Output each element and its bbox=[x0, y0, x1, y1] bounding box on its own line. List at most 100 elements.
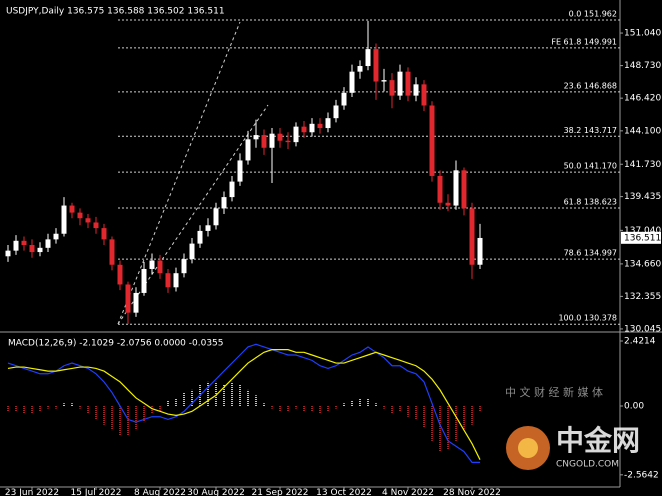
candle-body bbox=[133, 292, 139, 313]
watermark-site: CNGOLD.COM bbox=[556, 460, 619, 470]
candle-body bbox=[253, 135, 259, 140]
candle-body bbox=[469, 208, 475, 265]
watermark-brand: 中金网 bbox=[556, 424, 640, 457]
fib-label: 100.0 130.378 bbox=[558, 314, 617, 323]
candle-body bbox=[405, 71, 411, 96]
logo bbox=[518, 438, 538, 458]
fib-label: 23.6 146.868 bbox=[564, 81, 617, 90]
y-tick-label: 2.4214 bbox=[624, 337, 656, 347]
candle-body bbox=[45, 239, 51, 248]
candle-body bbox=[69, 205, 75, 213]
candle-body bbox=[117, 264, 123, 285]
fib-label: 78.6 134.997 bbox=[564, 249, 617, 258]
candle-body bbox=[13, 240, 19, 251]
candle-body bbox=[109, 239, 115, 265]
candle-body bbox=[421, 84, 427, 106]
candle-body bbox=[453, 170, 459, 206]
candle-body bbox=[317, 123, 323, 129]
candle-body bbox=[277, 133, 283, 141]
y-tick-label: 134.660 bbox=[624, 259, 661, 269]
candle-body bbox=[173, 273, 179, 288]
candle-body bbox=[373, 49, 379, 82]
x-tick-label: 28 Nov 2022 bbox=[443, 488, 501, 496]
x-tick-label: 21 Sep 2022 bbox=[251, 488, 308, 496]
candle-body bbox=[357, 66, 363, 72]
trend-line bbox=[117, 21, 241, 325]
candle-body bbox=[197, 230, 203, 244]
candle-body bbox=[293, 126, 299, 143]
candle-body bbox=[413, 84, 419, 96]
x-tick-label: 15 Jul 2022 bbox=[71, 488, 122, 496]
candle-body bbox=[237, 160, 243, 182]
candle-body bbox=[149, 260, 155, 269]
candle-body bbox=[37, 247, 43, 253]
candle-body bbox=[93, 222, 99, 229]
candle-body bbox=[389, 80, 395, 96]
x-tick-label: 4 Nov 2022 bbox=[382, 488, 434, 496]
candle-body bbox=[101, 228, 107, 240]
candle-body bbox=[85, 218, 91, 223]
y-tick-label: 144.100 bbox=[624, 126, 661, 136]
candle-body bbox=[157, 260, 163, 274]
candle-body bbox=[61, 205, 67, 234]
y-tick-label: 148.730 bbox=[624, 61, 661, 71]
candle-body bbox=[349, 71, 355, 93]
y-tick-label: 137.040 bbox=[624, 226, 661, 236]
candle-body bbox=[309, 123, 315, 133]
macd-line bbox=[7, 349, 481, 460]
fib-label: 50.0 141.170 bbox=[564, 162, 617, 171]
candle-body bbox=[477, 237, 483, 265]
watermark-slogan: 中 文 财 经 新 媒 体 bbox=[505, 385, 603, 399]
candle-body bbox=[461, 170, 467, 209]
x-tick-label: 30 Aug 2022 bbox=[187, 488, 245, 496]
candle-body bbox=[341, 92, 347, 106]
candle-body bbox=[77, 212, 83, 219]
x-tick-label: 8 Aug 2022 bbox=[134, 488, 186, 496]
candle-body bbox=[213, 208, 219, 226]
x-tick-label: 23 Jun 2022 bbox=[5, 488, 59, 496]
macd-title: MACD(12,26,9) -2.1029 -2.0756 0.0000 -0.… bbox=[8, 339, 224, 349]
y-tick-label: 146.420 bbox=[624, 94, 661, 104]
candle-body bbox=[5, 250, 11, 257]
fib-label: 38.2 143.717 bbox=[564, 126, 617, 135]
y-tick-label: 132.355 bbox=[624, 292, 661, 302]
candle-body bbox=[381, 80, 387, 82]
candle-body bbox=[301, 126, 307, 133]
fib-label: FE 61.8 149.991 bbox=[551, 37, 617, 46]
candle-body bbox=[437, 175, 443, 203]
y-tick-label: 139.435 bbox=[624, 192, 661, 202]
candle-body bbox=[261, 135, 267, 148]
candle-body bbox=[285, 140, 291, 143]
last-price-label: 136.511 bbox=[624, 233, 661, 243]
y-tick-label: 0.00 bbox=[624, 401, 644, 411]
fib-label: 61.8 138.623 bbox=[564, 198, 617, 207]
candle-body bbox=[141, 268, 147, 293]
candle-body bbox=[397, 71, 403, 96]
candle-body bbox=[229, 181, 235, 198]
y-tick-label: 151.040 bbox=[624, 29, 661, 39]
y-tick-label: -2.5642 bbox=[624, 470, 659, 480]
candle-body bbox=[205, 225, 211, 231]
candle-body bbox=[269, 133, 275, 148]
candle-body bbox=[21, 240, 27, 246]
fib-label: 0.0 151.962 bbox=[569, 10, 617, 19]
chart-title: USDJPY,Daily 136.575 136.588 136.502 136… bbox=[6, 7, 225, 17]
candle-body bbox=[365, 49, 371, 67]
candle-body bbox=[333, 105, 339, 119]
candle-body bbox=[165, 273, 171, 288]
candle-body bbox=[29, 245, 35, 253]
candle-body bbox=[245, 139, 251, 161]
last-price-tag bbox=[621, 231, 661, 244]
macd-line bbox=[7, 343, 480, 463]
candle-body bbox=[181, 259, 187, 274]
candle-body bbox=[429, 105, 435, 176]
candle-body bbox=[221, 197, 227, 209]
candle-body bbox=[189, 243, 195, 260]
y-tick-label: 130.045 bbox=[624, 324, 661, 334]
candle-body bbox=[53, 233, 59, 240]
y-tick-label: 141.730 bbox=[624, 160, 661, 170]
candle-body bbox=[125, 284, 131, 313]
candle-body bbox=[445, 202, 451, 206]
x-tick-label: 13 Oct 2022 bbox=[316, 488, 372, 496]
